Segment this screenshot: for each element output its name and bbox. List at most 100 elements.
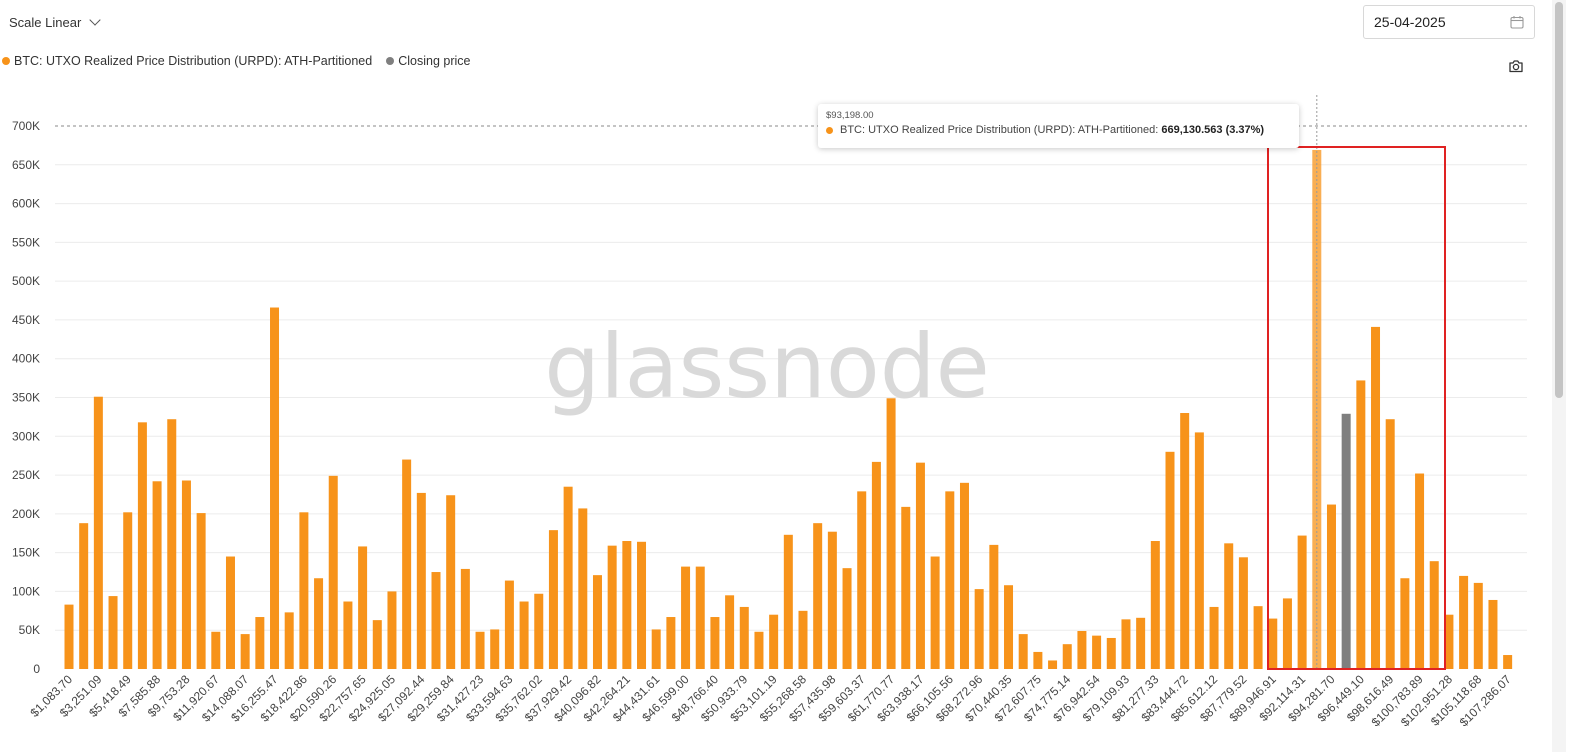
urpd-bar[interactable]	[299, 512, 309, 669]
urpd-bar[interactable]	[79, 523, 89, 669]
urpd-bar[interactable]	[1268, 618, 1278, 669]
urpd-bar[interactable]	[358, 546, 368, 669]
urpd-bar[interactable]	[196, 513, 206, 669]
urpd-bar[interactable]	[681, 566, 691, 669]
urpd-bar[interactable]	[1488, 599, 1498, 669]
urpd-bar[interactable]	[871, 461, 881, 669]
urpd-bar[interactable]	[1165, 451, 1175, 669]
urpd-bar[interactable]	[1400, 578, 1410, 669]
urpd-bar[interactable]	[343, 601, 353, 669]
urpd-bar[interactable]	[534, 593, 544, 669]
urpd-bar[interactable]	[637, 541, 647, 669]
urpd-bar[interactable]	[1062, 644, 1072, 669]
urpd-bar[interactable]	[372, 620, 382, 669]
legend-item-urpd[interactable]: BTC: UTXO Realized Price Distribution (U…	[2, 54, 372, 68]
urpd-bar[interactable]	[974, 589, 984, 669]
urpd-bar[interactable]	[416, 492, 426, 669]
urpd-bar[interactable]	[607, 545, 617, 669]
urpd-bar[interactable]	[622, 541, 632, 669]
urpd-bar[interactable]	[1033, 651, 1043, 669]
urpd-bar[interactable]	[1297, 535, 1307, 669]
urpd-bar[interactable]	[446, 495, 456, 669]
urpd-bar[interactable]	[1238, 557, 1248, 669]
urpd-bar[interactable]	[813, 523, 823, 669]
urpd-bar[interactable]	[1121, 619, 1131, 669]
urpd-bar[interactable]	[1282, 598, 1292, 669]
urpd-bar[interactable]	[1224, 543, 1234, 669]
scale-select[interactable]: Scale Linear	[9, 10, 101, 34]
urpd-bar[interactable]	[504, 580, 514, 669]
urpd-bar[interactable]	[314, 578, 324, 669]
urpd-bar[interactable]	[1136, 617, 1146, 669]
urpd-bar[interactable]	[754, 631, 764, 669]
urpd-bar[interactable]	[1385, 419, 1395, 669]
urpd-bar[interactable]	[1209, 606, 1219, 669]
urpd-bar[interactable]	[842, 568, 852, 669]
urpd-bar[interactable]	[181, 480, 191, 669]
urpd-bar[interactable]	[240, 634, 250, 669]
urpd-bar[interactable]	[431, 572, 441, 669]
urpd-bar[interactable]	[402, 459, 412, 669]
urpd-bar[interactable]	[563, 486, 573, 669]
urpd-bar[interactable]	[1371, 326, 1381, 669]
urpd-bar[interactable]	[387, 591, 397, 669]
urpd-bar[interactable]	[255, 617, 265, 669]
urpd-bar[interactable]	[769, 614, 779, 669]
urpd-bar[interactable]	[137, 422, 147, 669]
urpd-bar[interactable]	[490, 629, 500, 669]
urpd-bar[interactable]	[1092, 635, 1102, 669]
urpd-bar[interactable]	[1106, 637, 1116, 669]
urpd-bar[interactable]	[959, 482, 969, 669]
urpd-bar[interactable]	[1004, 585, 1014, 669]
urpd-bar[interactable]	[592, 575, 602, 669]
date-picker[interactable]: 25-04-2025	[1363, 5, 1535, 39]
closing-price-bar[interactable]	[1341, 413, 1351, 669]
legend-item-closing-price[interactable]: Closing price	[386, 54, 470, 68]
urpd-bar[interactable]	[519, 601, 529, 669]
urpd-bar[interactable]	[827, 531, 837, 669]
urpd-bar[interactable]	[989, 544, 999, 669]
urpd-bar[interactable]	[93, 396, 103, 669]
urpd-bar[interactable]	[1018, 634, 1028, 669]
urpd-bar[interactable]	[1326, 504, 1336, 669]
urpd-bar[interactable]	[578, 508, 588, 669]
urpd-bar[interactable]	[1150, 541, 1160, 669]
urpd-bar[interactable]	[1429, 561, 1439, 669]
urpd-bar[interactable]	[225, 556, 235, 669]
urpd-bar[interactable]	[1077, 630, 1087, 669]
urpd-bar[interactable]	[783, 534, 793, 669]
urpd-bar[interactable]	[1415, 473, 1425, 669]
urpd-bar[interactable]	[710, 617, 720, 669]
urpd-bar[interactable]	[548, 530, 558, 669]
urpd-bar[interactable]	[1180, 413, 1190, 669]
urpd-bar[interactable]	[1048, 660, 1058, 669]
urpd-bar[interactable]	[475, 631, 485, 669]
urpd-bar[interactable]	[666, 617, 676, 669]
urpd-bar[interactable]	[1312, 149, 1322, 669]
urpd-bar[interactable]	[152, 481, 162, 669]
urpd-bar[interactable]	[945, 491, 955, 669]
urpd-bar[interactable]	[725, 595, 735, 669]
urpd-bar[interactable]	[930, 556, 940, 669]
urpd-bar[interactable]	[1473, 582, 1483, 669]
urpd-bar[interactable]	[328, 475, 338, 669]
urpd-bar[interactable]	[1503, 655, 1513, 669]
urpd-bar[interactable]	[915, 462, 925, 669]
scrollbar-thumb[interactable]	[1555, 2, 1563, 398]
urpd-bar[interactable]	[108, 596, 118, 669]
urpd-bar[interactable]	[211, 631, 221, 669]
urpd-bar[interactable]	[651, 629, 661, 669]
urpd-bar[interactable]	[886, 398, 896, 669]
urpd-bar[interactable]	[123, 512, 133, 669]
urpd-bar[interactable]	[270, 307, 280, 669]
urpd-bar[interactable]	[1194, 432, 1204, 669]
page-scrollbar[interactable]	[1552, 0, 1566, 752]
urpd-bar[interactable]	[460, 568, 470, 669]
urpd-bar[interactable]	[1253, 606, 1263, 669]
urpd-bar[interactable]	[284, 612, 294, 669]
urpd-bar[interactable]	[1444, 614, 1454, 669]
urpd-bar[interactable]	[64, 604, 74, 669]
urpd-bar[interactable]	[857, 491, 867, 669]
urpd-bar[interactable]	[695, 566, 705, 669]
camera-icon[interactable]	[1508, 59, 1524, 73]
